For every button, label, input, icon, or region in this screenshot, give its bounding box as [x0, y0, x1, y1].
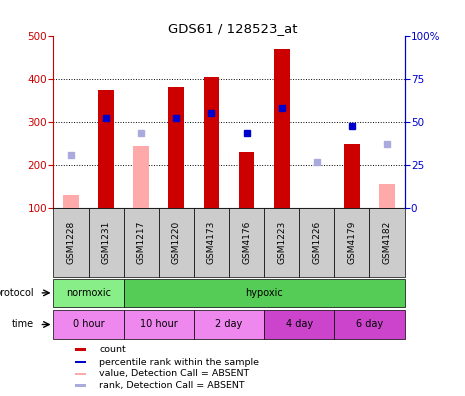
FancyBboxPatch shape: [53, 310, 124, 339]
Text: GDS61 / 128523_at: GDS61 / 128523_at: [168, 22, 297, 35]
Text: hypoxic: hypoxic: [245, 288, 283, 298]
FancyBboxPatch shape: [53, 279, 124, 307]
FancyBboxPatch shape: [194, 208, 229, 277]
Bar: [133, 146, 149, 208]
Text: GSM1223: GSM1223: [277, 221, 286, 264]
FancyBboxPatch shape: [229, 208, 264, 277]
Bar: [98, 89, 114, 208]
FancyBboxPatch shape: [369, 208, 405, 277]
FancyBboxPatch shape: [299, 208, 334, 277]
FancyBboxPatch shape: [334, 208, 369, 277]
Bar: [74, 348, 86, 351]
Text: protocol: protocol: [0, 288, 34, 298]
Text: normoxic: normoxic: [66, 288, 111, 298]
Text: time: time: [12, 320, 34, 329]
Text: 4 day: 4 day: [286, 320, 313, 329]
Bar: [74, 361, 86, 364]
Bar: [379, 185, 395, 208]
Text: GSM1217: GSM1217: [137, 221, 146, 264]
FancyBboxPatch shape: [53, 208, 88, 277]
FancyBboxPatch shape: [124, 310, 194, 339]
Bar: [74, 373, 86, 375]
FancyBboxPatch shape: [334, 310, 405, 339]
FancyBboxPatch shape: [124, 279, 405, 307]
FancyBboxPatch shape: [159, 208, 194, 277]
Text: 10 hour: 10 hour: [140, 320, 178, 329]
Bar: [168, 87, 184, 208]
Text: 2 day: 2 day: [215, 320, 243, 329]
Text: GSM1228: GSM1228: [66, 221, 75, 264]
Bar: [74, 385, 86, 387]
FancyBboxPatch shape: [194, 310, 264, 339]
Text: 0 hour: 0 hour: [73, 320, 105, 329]
FancyBboxPatch shape: [124, 208, 159, 277]
Text: GSM1231: GSM1231: [102, 221, 111, 264]
Bar: [344, 144, 360, 208]
Text: 6 day: 6 day: [356, 320, 383, 329]
Bar: [204, 78, 219, 208]
Text: percentile rank within the sample: percentile rank within the sample: [99, 358, 259, 367]
Bar: [239, 152, 254, 208]
Text: count: count: [99, 345, 126, 354]
Text: value, Detection Call = ABSENT: value, Detection Call = ABSENT: [99, 369, 249, 379]
Bar: [274, 49, 290, 208]
FancyBboxPatch shape: [264, 310, 334, 339]
Text: GSM4173: GSM4173: [207, 221, 216, 264]
Text: rank, Detection Call = ABSENT: rank, Detection Call = ABSENT: [99, 381, 245, 390]
Text: GSM1226: GSM1226: [312, 221, 321, 264]
FancyBboxPatch shape: [88, 208, 124, 277]
Text: GSM1220: GSM1220: [172, 221, 181, 264]
FancyBboxPatch shape: [264, 208, 299, 277]
Text: GSM4176: GSM4176: [242, 221, 251, 264]
Text: GSM4179: GSM4179: [347, 221, 356, 264]
Text: GSM4182: GSM4182: [383, 221, 392, 264]
Bar: [63, 195, 79, 208]
